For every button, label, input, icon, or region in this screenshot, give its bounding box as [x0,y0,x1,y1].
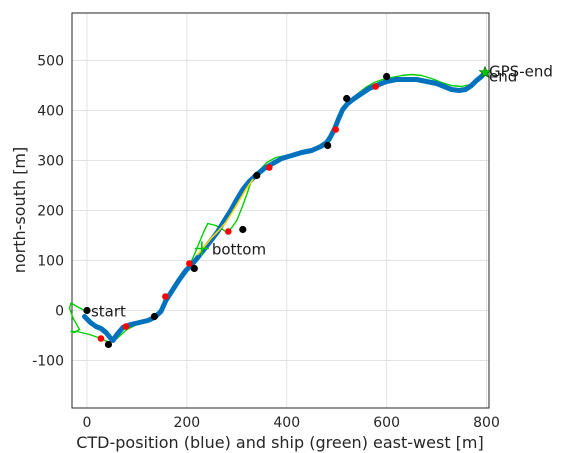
y-tick-label: 400 [37,104,64,120]
x-tick-label: 800 [473,415,500,431]
x-tick-label: 200 [173,415,200,431]
black-marker [104,340,113,349]
black-marker [253,171,261,180]
red-marker [265,164,273,171]
red-marker [122,323,130,330]
ship-track-line [68,69,488,344]
x-tick-labels: 0 200 400 600 800 [83,415,500,431]
annotation-gps-end: GPS-end [489,63,553,81]
red-marker [372,83,379,90]
annotation-start: start [91,303,126,321]
red-marker [186,260,193,267]
x-axis-label: CTD-position (blue) and ship (green) eas… [76,433,484,452]
y-tick-label: -100 [32,354,64,370]
red-marker [225,228,232,235]
y-axis-label: north-south [m] [10,147,29,274]
x-tick-label: 600 [373,415,400,431]
red-marker [162,293,169,300]
y-tick-labels: -100 0 100 200 300 400 500 [32,54,64,370]
black-marker [239,225,247,234]
annotation-bottom: bottom [212,241,266,259]
y-tick-label: 300 [37,154,64,170]
series-layer [68,69,488,344]
black-marker [83,306,91,315]
gps-end-star-marker [478,65,492,79]
black-marker [343,94,351,103]
black-marker [150,312,159,321]
annotation-end: end [489,68,517,86]
black-marker [324,141,332,150]
red-marker [332,126,339,133]
black-marker [190,264,198,273]
y-tick-label: 500 [37,54,64,70]
black-marker [383,72,391,81]
y-tick-label: 0 [55,304,64,320]
y-tick-label: 200 [37,204,64,220]
gridlines [72,13,489,408]
red-marker [97,335,105,342]
bottom-cross-marker [194,241,209,256]
ctd-track-line [82,70,488,343]
x-tick-label: 0 [83,415,92,431]
plot-frame [71,12,490,409]
x-tick-label: 400 [273,415,300,431]
y-tick-label: 100 [37,254,64,270]
marker-layer [83,65,492,349]
yellow-track-line [197,178,254,256]
